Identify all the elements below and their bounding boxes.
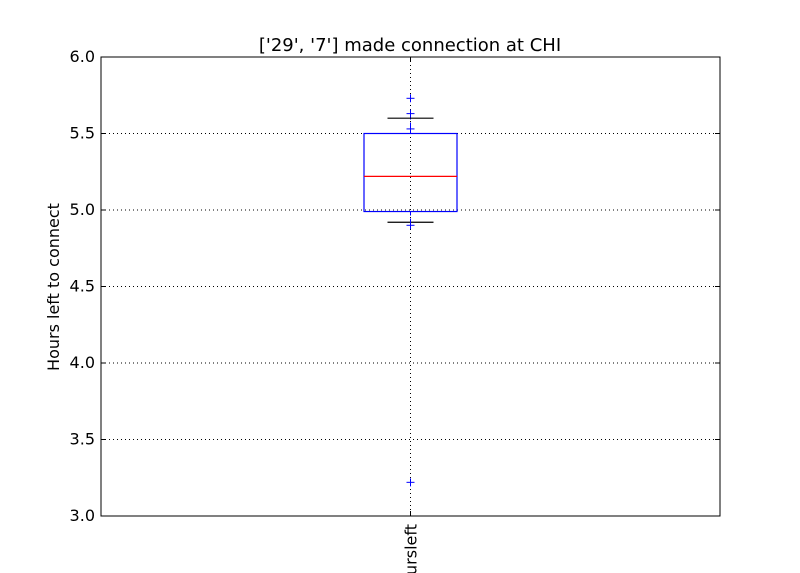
x-tick-label: hoursleft (402, 524, 421, 573)
y-tick-label: 5.5 (70, 124, 95, 143)
box-group (363, 94, 458, 487)
y-tick-label: 4.5 (70, 277, 95, 296)
y-tick-label: 5.0 (70, 200, 95, 219)
y-tick-label: 3.5 (70, 430, 95, 449)
outlier-point (406, 221, 415, 230)
y-axis-label: Hours left to connect (44, 203, 63, 371)
y-axis-ticks: 3.0 3.5 4.0 4.5 5.0 5.5 6.0 (70, 47, 720, 525)
outlier-point (406, 478, 415, 487)
y-tick-label: 3.0 (70, 506, 95, 525)
outlier-point (406, 124, 415, 133)
outlier-point (406, 109, 415, 118)
outlier-point (406, 94, 415, 103)
y-tick-label: 6.0 (70, 47, 95, 66)
x-axis-ticks: hoursleft (402, 57, 421, 573)
box-iqr (363, 132, 458, 213)
chart-title: ['29', '7'] made connection at CHI (259, 35, 561, 56)
y-tick-label: 4.0 (70, 353, 95, 372)
